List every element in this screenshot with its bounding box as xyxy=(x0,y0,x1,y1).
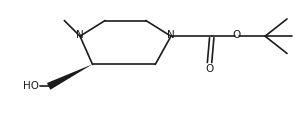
Polygon shape xyxy=(47,64,92,90)
Text: N: N xyxy=(76,30,84,40)
Text: HO: HO xyxy=(23,81,39,91)
Text: N: N xyxy=(167,30,175,40)
Text: O: O xyxy=(233,30,241,40)
Text: O: O xyxy=(205,64,214,74)
